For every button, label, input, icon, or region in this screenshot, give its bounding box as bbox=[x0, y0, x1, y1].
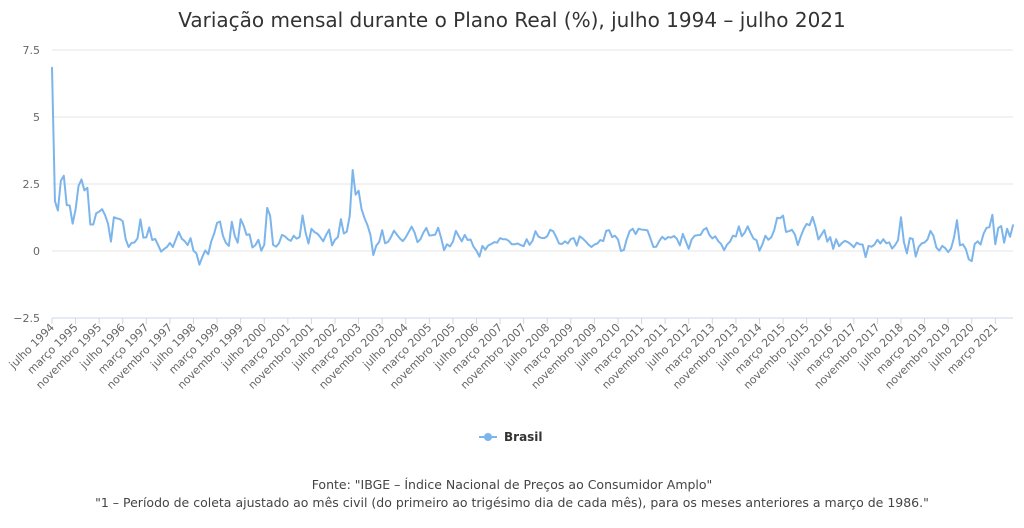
grid-lines bbox=[52, 49, 1013, 319]
y-tick-label: 2.5 bbox=[23, 178, 41, 191]
legend[interactable]: Brasil bbox=[479, 430, 543, 444]
y-axis: 7.5 5 2.5 0 −2.5 bbox=[13, 44, 40, 325]
plot-area bbox=[51, 66, 1014, 266]
y-tick-label: 5 bbox=[33, 111, 40, 124]
y-tick-label: 0 bbox=[33, 245, 40, 258]
series-line-brasil[interactable] bbox=[51, 66, 1014, 266]
footnote: "1 – Período de coleta ajustado ao mês c… bbox=[95, 495, 929, 510]
legend-item-brasil[interactable]: Brasil bbox=[504, 430, 543, 444]
chart-title: Variação mensal durante o Plano Real (%)… bbox=[178, 8, 846, 32]
legend-marker-symbol bbox=[484, 433, 492, 441]
y-tick-label: −2.5 bbox=[13, 312, 40, 325]
y-tick-label: 7.5 bbox=[23, 44, 41, 57]
source-credit: Fonte: "IBGE – Índice Nacional de Preços… bbox=[311, 477, 713, 492]
